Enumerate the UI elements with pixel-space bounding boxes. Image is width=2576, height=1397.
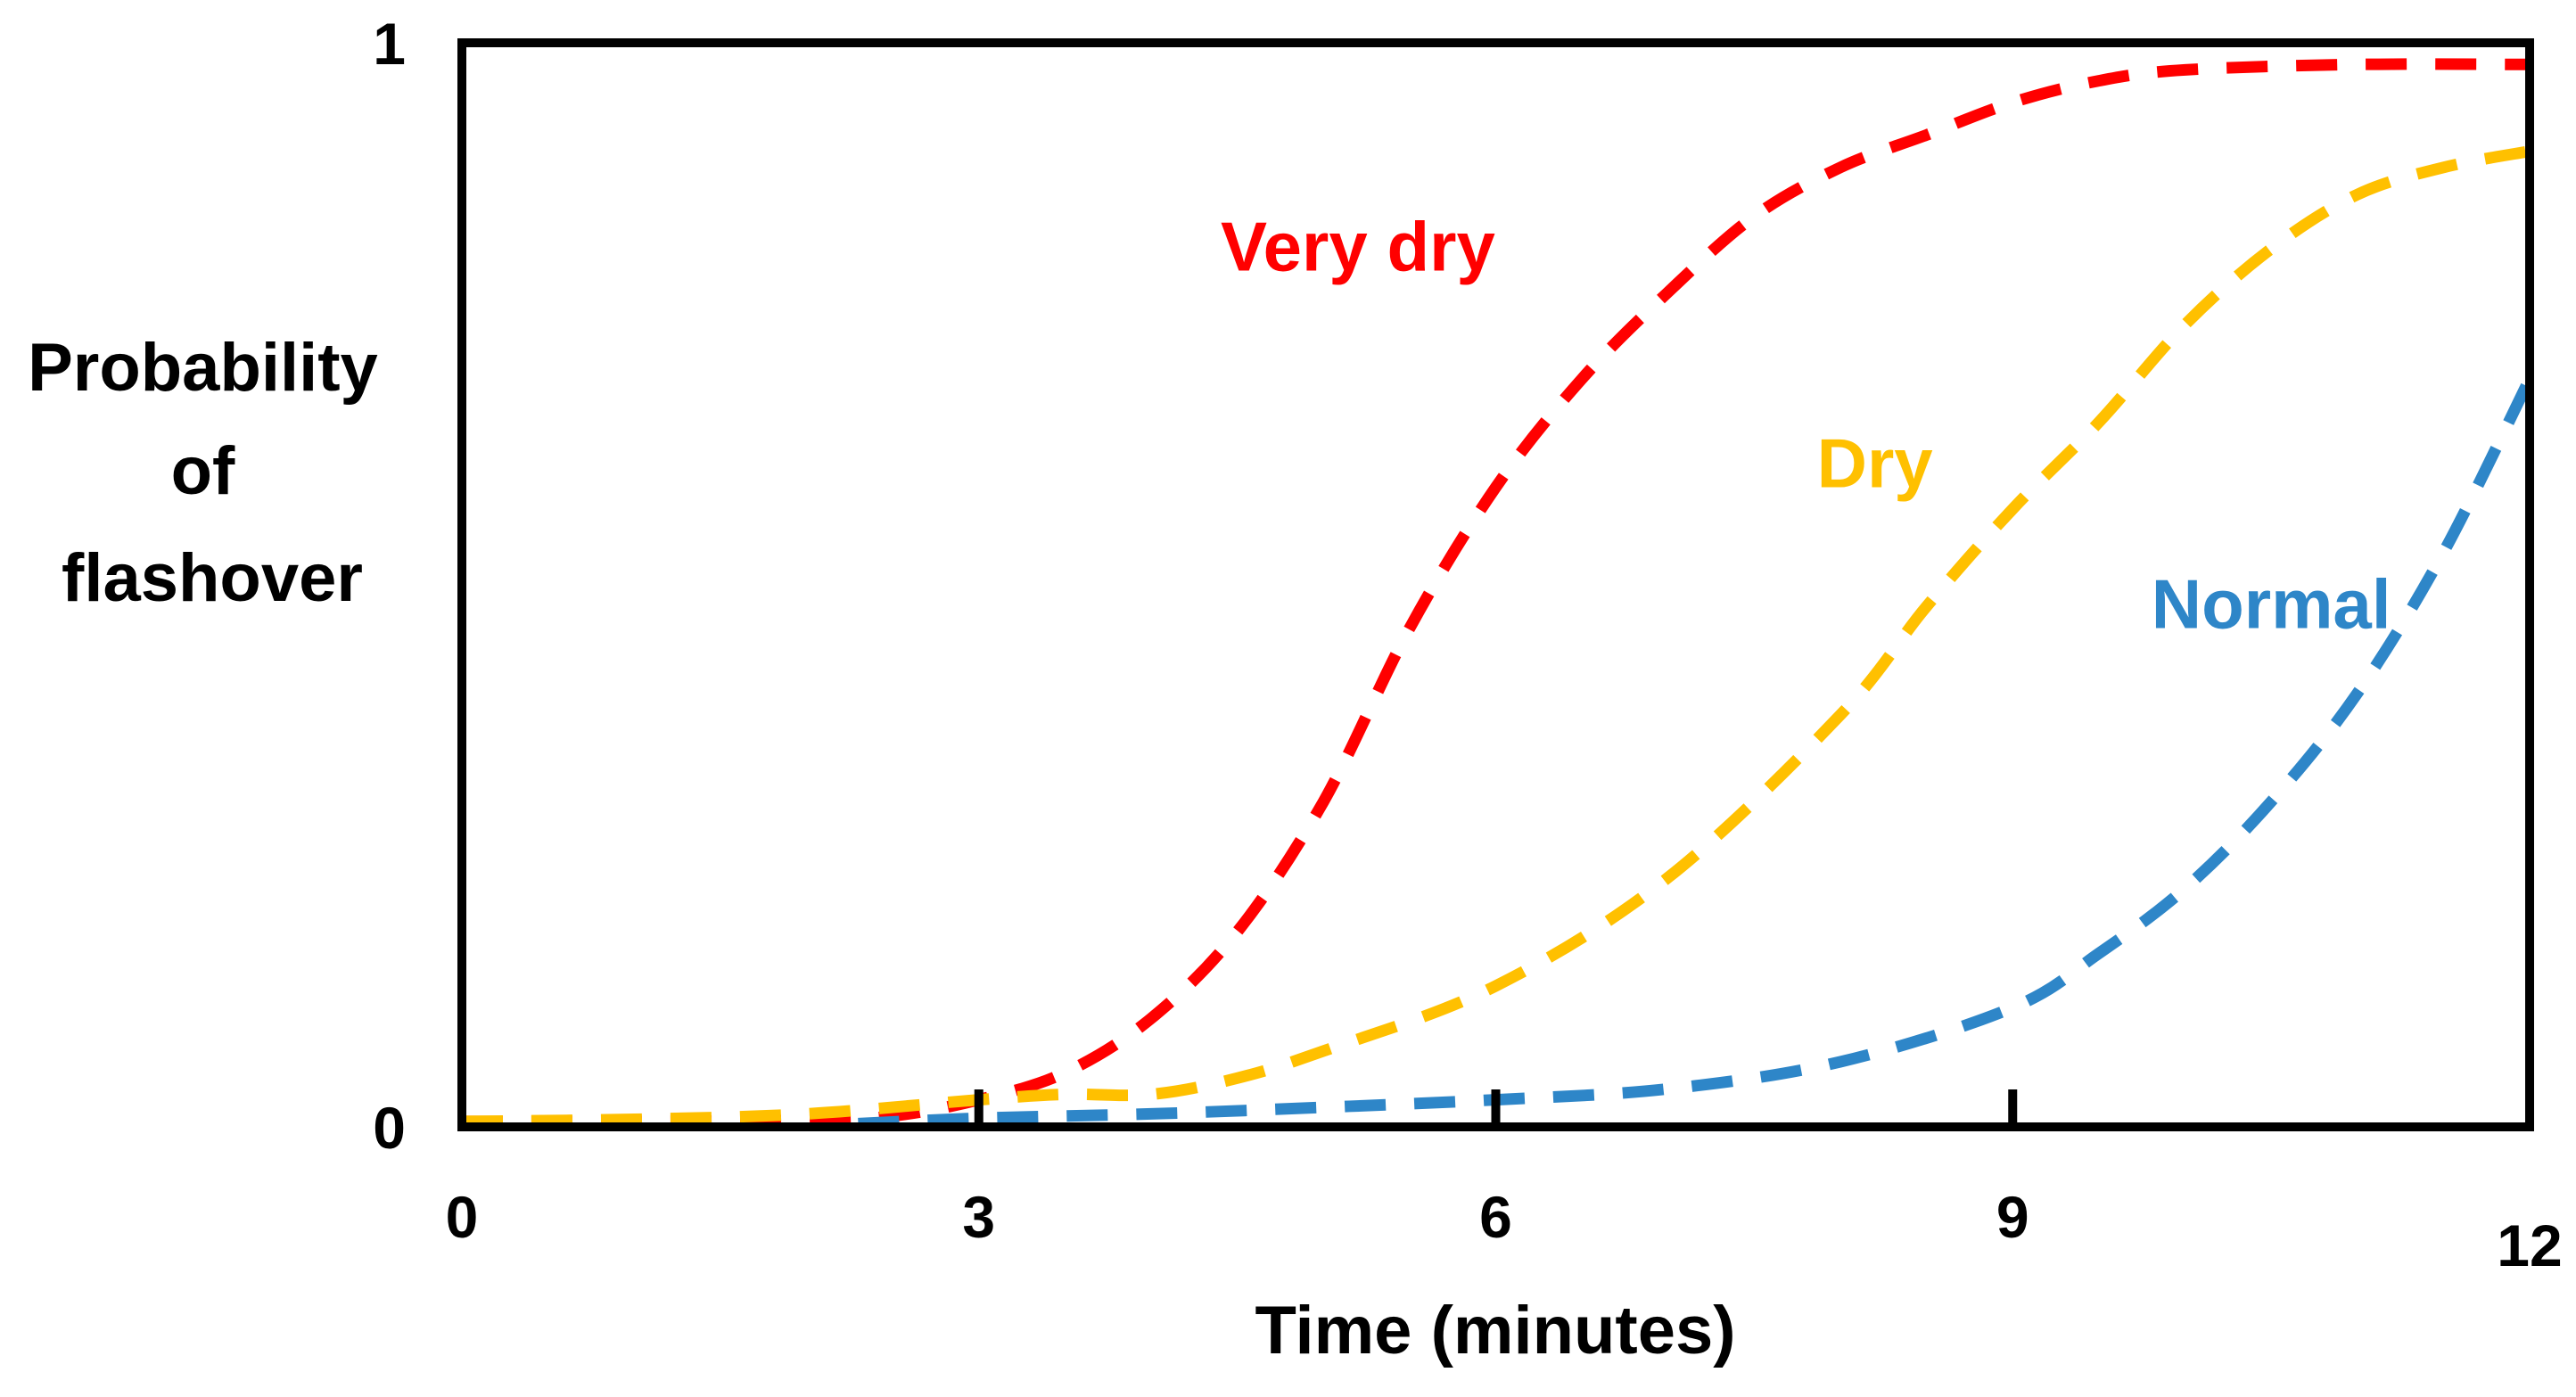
y-axis-title-line-2: of: [171, 433, 235, 509]
y-axis-title: Probability of flashover: [28, 330, 397, 616]
series-labels: Very dry Dry Normal: [1221, 207, 2391, 643]
series-line-very-dry: [461, 58, 2531, 1128]
series-label-very-dry: Very dry: [1221, 207, 1495, 285]
x-axis-title: Time (minutes): [1255, 1293, 1735, 1368]
series-label-dry: Dry: [1817, 424, 1933, 503]
y-axis-title-line-3: flashover: [62, 540, 363, 616]
series-line-normal: [858, 376, 2535, 1130]
x-tick-label: 6: [1479, 1184, 1512, 1250]
y-axis-title-line-1: Probability: [28, 330, 378, 406]
series-layer: [461, 58, 2535, 1130]
y-tick-label: 0: [373, 1095, 406, 1161]
x-tick-label: 0: [446, 1184, 479, 1250]
x-tick-label: 3: [962, 1184, 995, 1250]
x-tick-labels: 0 3 6 9 12: [446, 1184, 2563, 1278]
y-tick-labels: 01: [373, 11, 406, 1161]
x-tick-label: 9: [1996, 1184, 2029, 1250]
x-tick-marks: [974, 1089, 2018, 1127]
series-line-dry: [461, 145, 2531, 1128]
series-label-normal: Normal: [2152, 565, 2391, 644]
y-tick-label: 1: [373, 11, 406, 77]
x-tick-label: 12: [2497, 1212, 2562, 1278]
